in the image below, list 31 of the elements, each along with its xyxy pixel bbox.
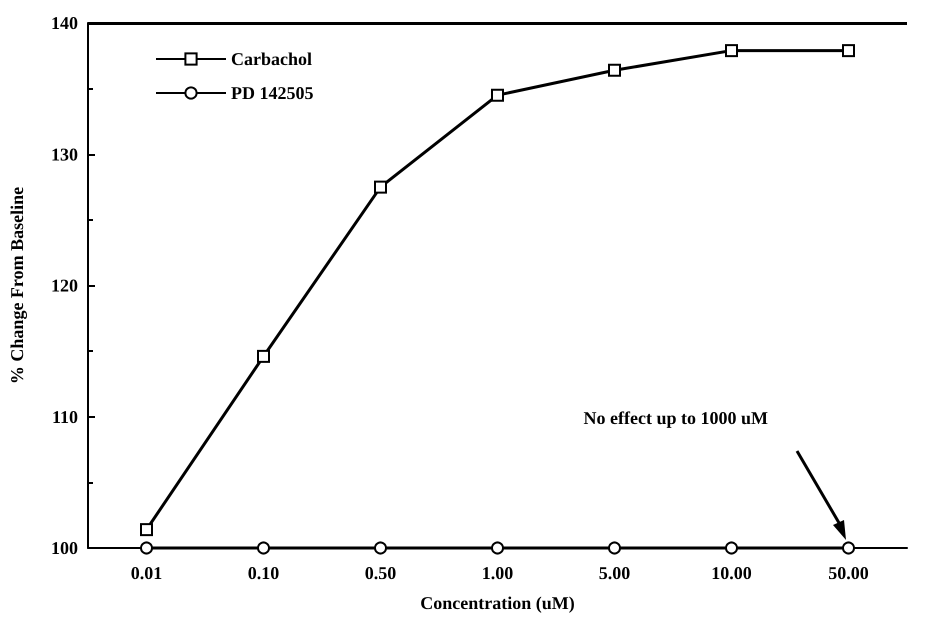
point [374,180,387,194]
legend-label: PD 142505 [231,83,314,103]
x-tick-label: 0.10 [248,563,280,583]
point [257,350,270,363]
point [725,44,738,58]
y-tick-label: 110 [52,406,78,427]
annotation: No effect up to 1000 uM [584,408,768,429]
point [842,44,855,58]
y-tick-label: 100 [51,538,78,558]
x-tick-label: 10.00 [711,563,752,583]
point [725,542,738,554]
point [257,542,270,554]
x-tick-label: 1.00 [482,563,514,583]
x-tick-label: 50.00 [828,563,869,583]
point [374,542,387,554]
x-axis-title: Concentration (uM) [420,593,575,613]
x-tick-label: 5.00 [598,563,630,583]
point [491,542,504,554]
x-tick-label: 0.01 [130,563,162,583]
point [608,64,621,77]
point [140,542,153,554]
y-tick-label: 140 [51,13,78,33]
x-tick-label: 0.50 [364,563,396,583]
point [842,542,855,554]
y-tick-label: 130 [51,144,78,164]
point [140,523,153,536]
y-tick-label: 120 [51,276,78,296]
legend-label: Carbachol [231,49,312,69]
y-axis-title: % Change From Baseline [7,186,27,384]
point [608,542,621,554]
point [491,88,504,102]
